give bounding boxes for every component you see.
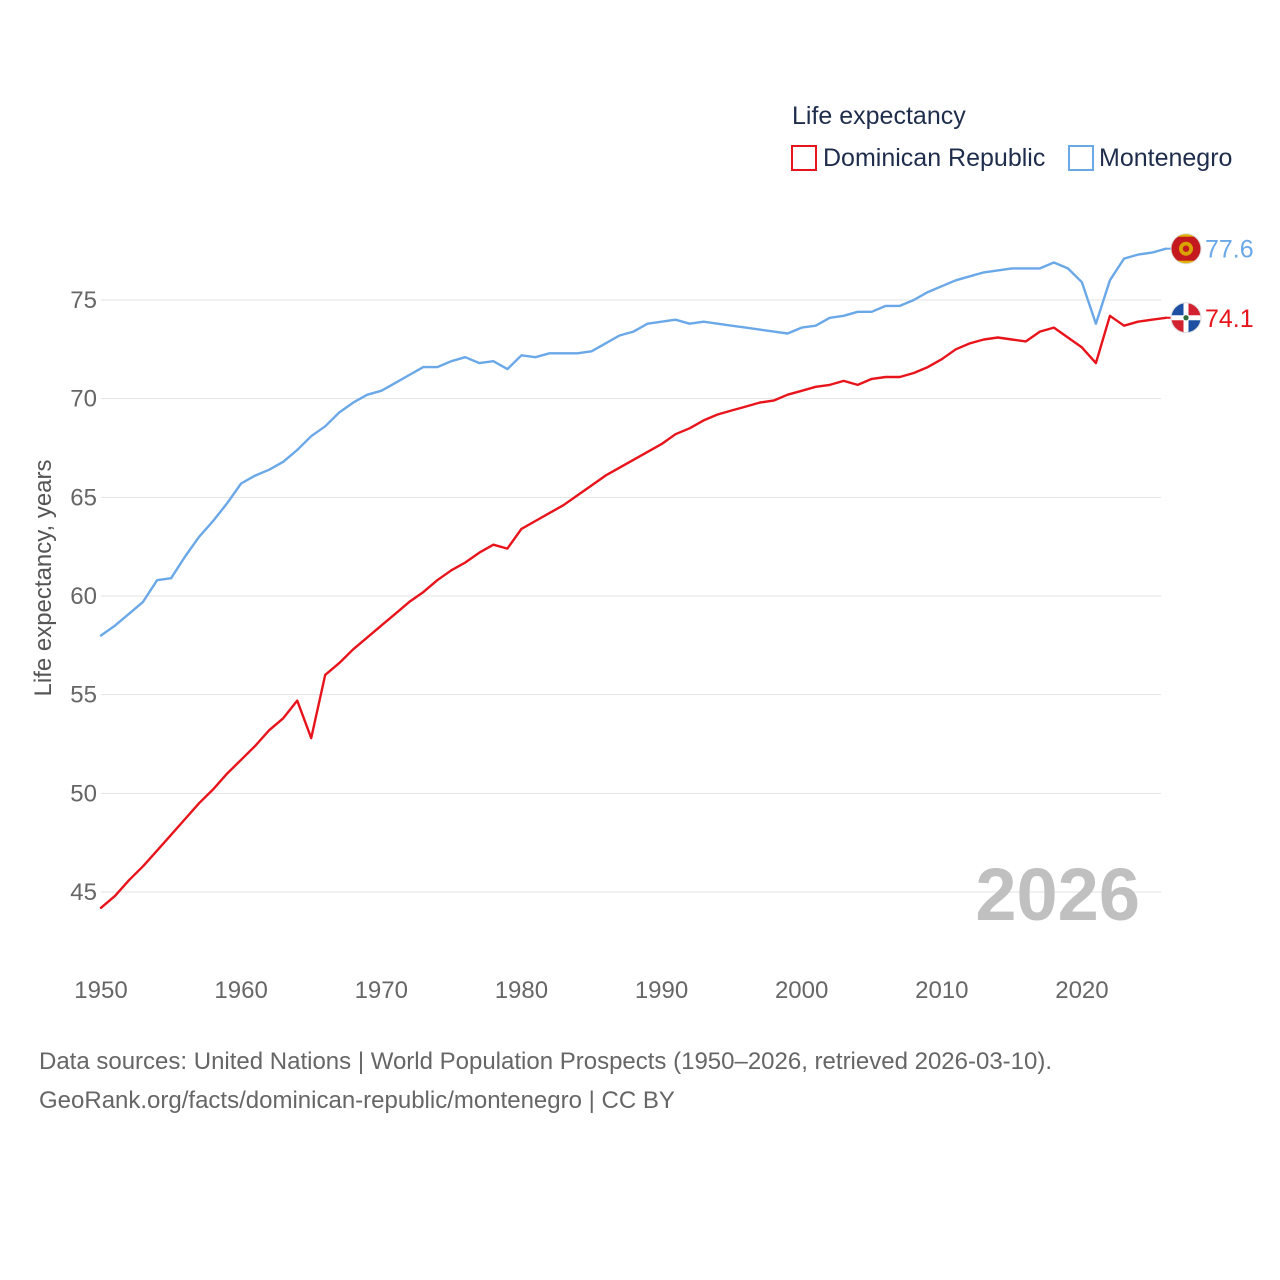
x-tick-label: 1960 [214,977,267,1004]
dominican-republic-flag-icon [1170,302,1202,334]
gridlines [101,299,1161,893]
montenegro-flag-icon [1170,233,1202,265]
x-tick-label: 1990 [635,977,688,1004]
y-tick-label: 65 [70,484,97,511]
legend: Life expectancy Dominican Republic Monte… [791,102,1232,172]
footer: Data sources: United Nations | World Pop… [39,1042,1239,1120]
x-tick-label: 1980 [495,977,548,1004]
x-tick-label: 2010 [915,977,968,1004]
legend-item-dominican-republic[interactable]: Dominican Republic [791,144,1045,172]
y-axis-title: Life expectancy, years [30,459,57,696]
series-layer [99,247,1168,909]
end-value-label-dominican-republic: 74.1 [1205,305,1254,333]
y-tick-label: 60 [70,583,97,610]
end-value-label-montenegro: 77.6 [1205,236,1254,264]
y-tick-label: 55 [70,682,97,709]
legend-title: Life expectancy [792,102,966,130]
y-tick-label: 70 [70,386,97,413]
y-axis-ticks: 45 50 55 60 65 70 75 [70,287,97,906]
source-url-text: GeoRank.org/facts/dominican-republic/mon… [39,1087,675,1114]
x-tick-label: 1970 [355,977,408,1004]
legend-label-montenegro: Montenegro [1099,144,1232,172]
y-tick-label: 75 [70,287,97,314]
x-tick-label: 2000 [775,977,828,1004]
legend-label-dominican-republic: Dominican Republic [823,144,1045,172]
data-sources-text: Data sources: United Nations | World Pop… [39,1048,1053,1075]
legend-item-montenegro[interactable]: Montenegro [1068,144,1232,172]
y-tick-label: 45 [70,879,97,906]
x-tick-label: 1950 [74,977,127,1004]
end-markers: 74.1 77.6 [1166,233,1254,334]
series-line-montenegro [99,247,1168,637]
legend-swatch-dominican-republic [791,145,817,171]
y-tick-label: 50 [70,780,97,807]
x-axis-ticks: 1950 1960 1970 1980 1990 2000 2010 2020 [74,977,1108,1004]
year-overlay: 2026 [975,853,1140,936]
legend-swatch-montenegro [1068,145,1094,171]
x-tick-label: 2020 [1055,977,1108,1004]
series-line-dominican-republic [99,314,1168,909]
